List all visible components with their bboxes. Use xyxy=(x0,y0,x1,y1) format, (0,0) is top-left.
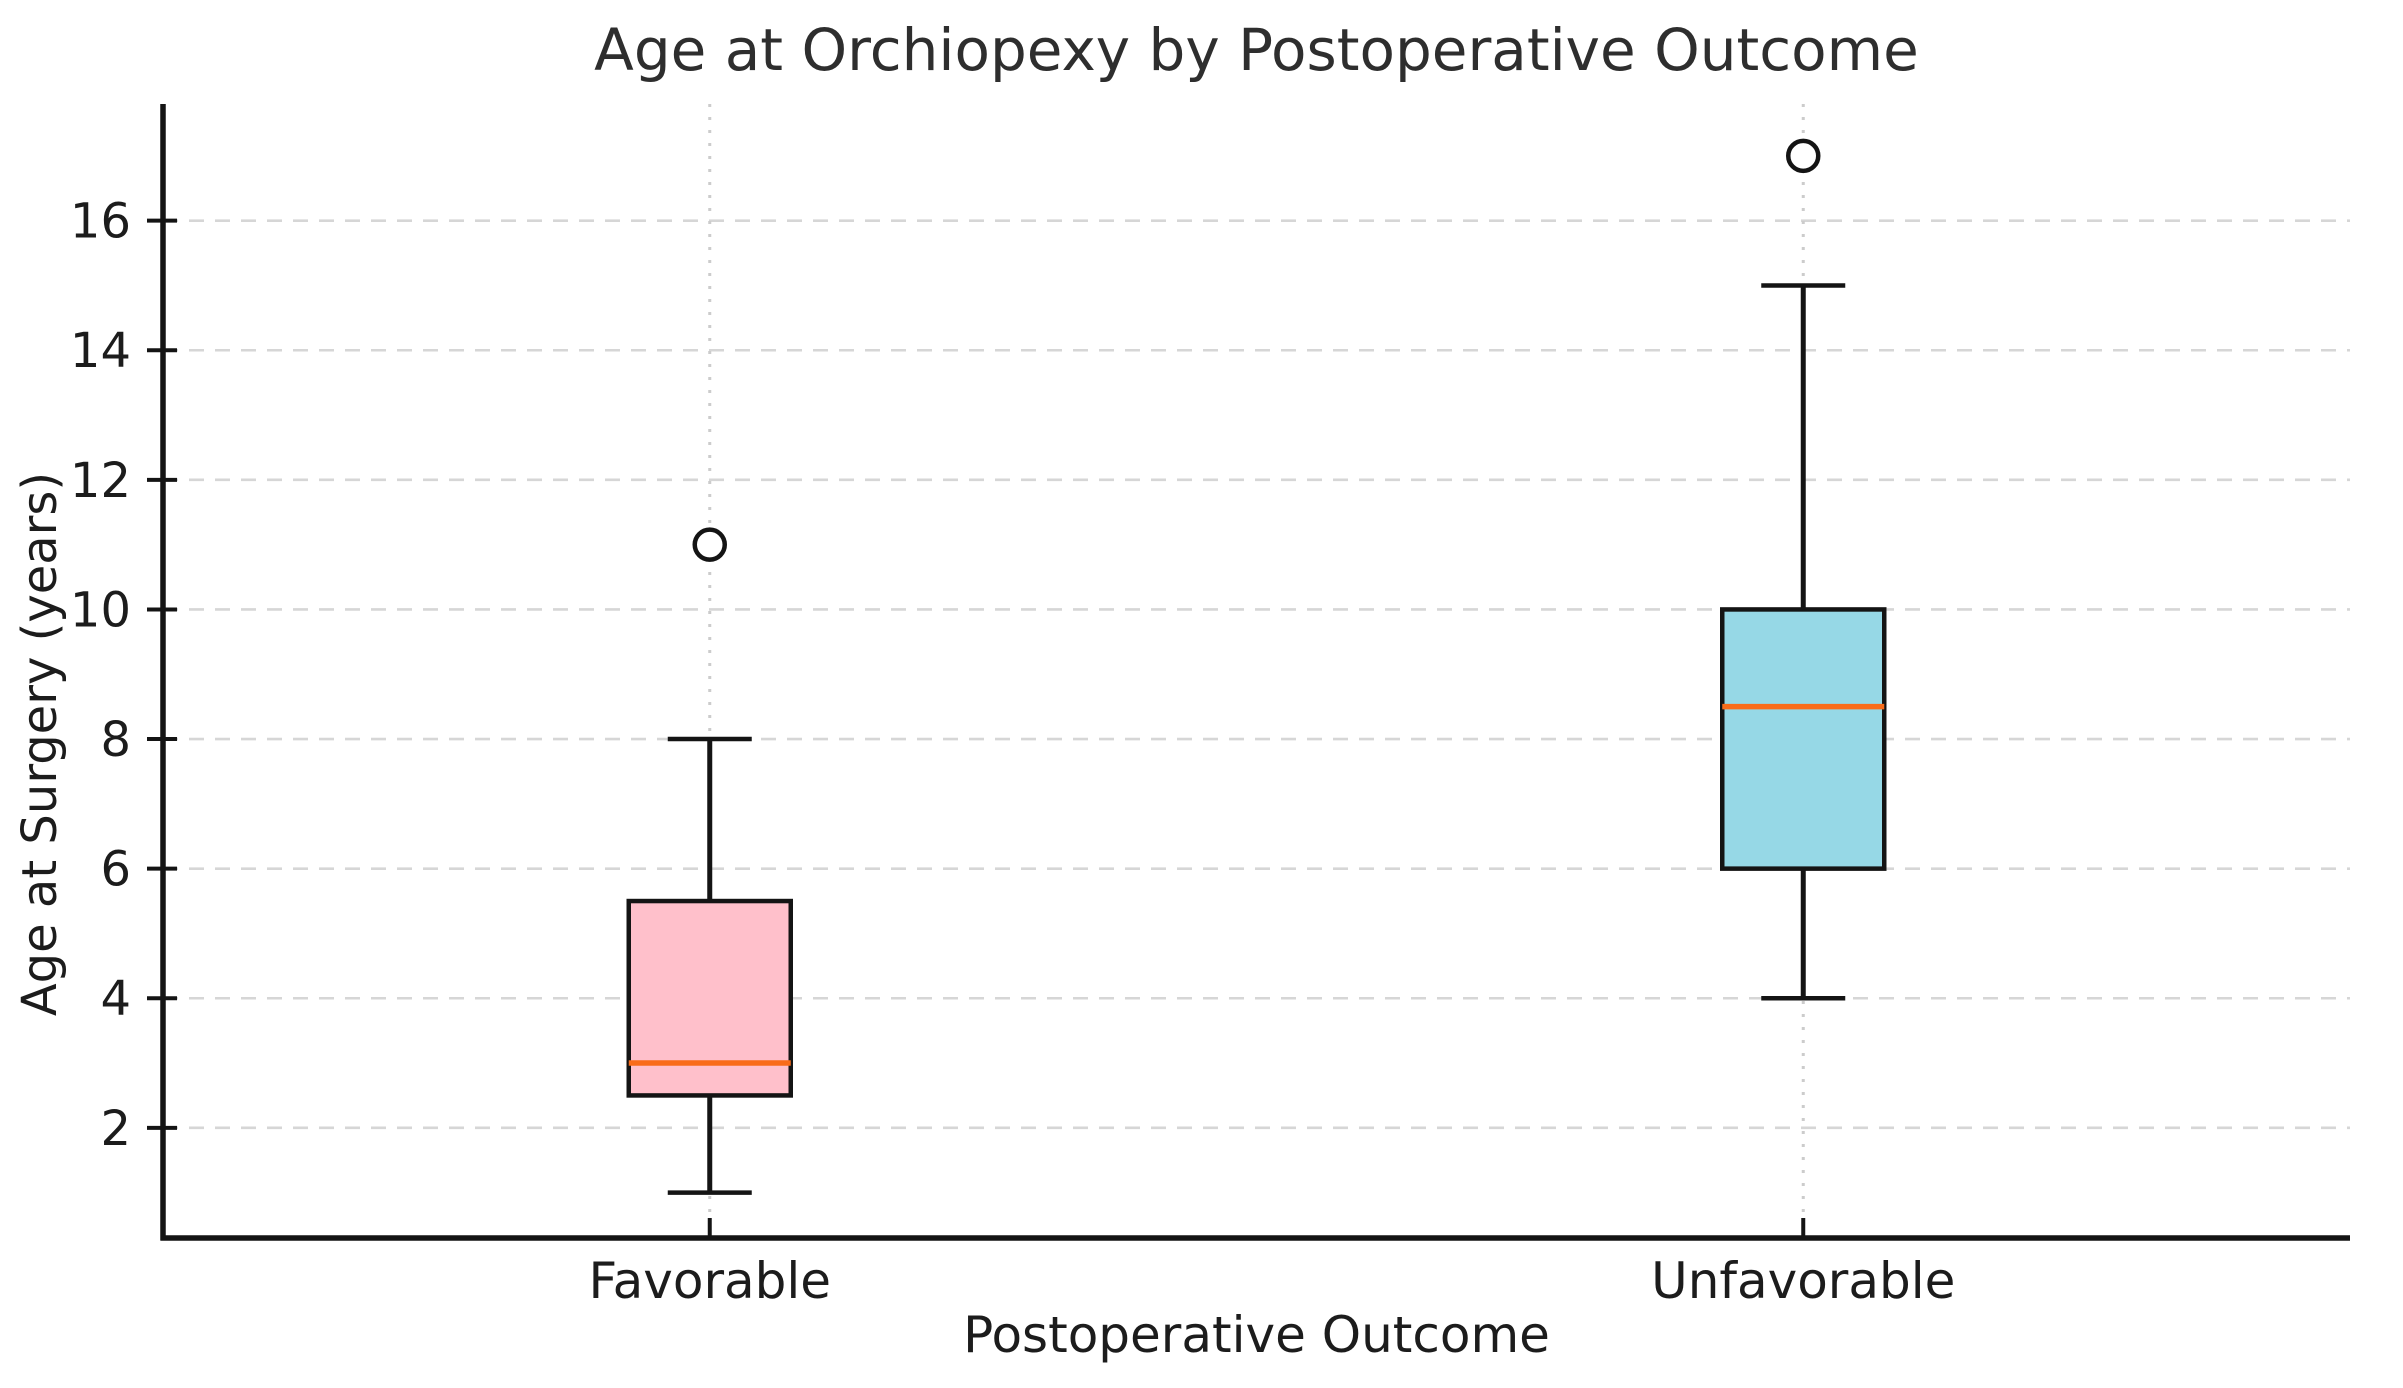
y-tick-label: 12 xyxy=(70,453,131,509)
y-tick-label: 6 xyxy=(100,842,131,898)
y-tick-label: 8 xyxy=(100,712,131,768)
chart-title: Age at Orchiopexy by Postoperative Outco… xyxy=(594,16,1919,84)
outlier-point-unfavorable xyxy=(1786,138,1821,174)
x-tick-label-unfavorable: Unfavorable xyxy=(1651,1252,1956,1310)
y-tick-label: 16 xyxy=(70,194,131,250)
y-tick-label: 2 xyxy=(100,1101,131,1157)
outlier-point-favorable xyxy=(692,527,727,562)
box-favorable xyxy=(626,898,793,1098)
y-tick-label: 10 xyxy=(70,582,131,638)
x-axis-label: Postoperative Outcome xyxy=(963,1306,1550,1364)
x-tick-label-favorable: Favorable xyxy=(588,1252,832,1310)
y-tick-label: 4 xyxy=(100,971,131,1027)
y-tick-label: 14 xyxy=(70,323,131,379)
box-unfavorable xyxy=(1720,607,1887,871)
